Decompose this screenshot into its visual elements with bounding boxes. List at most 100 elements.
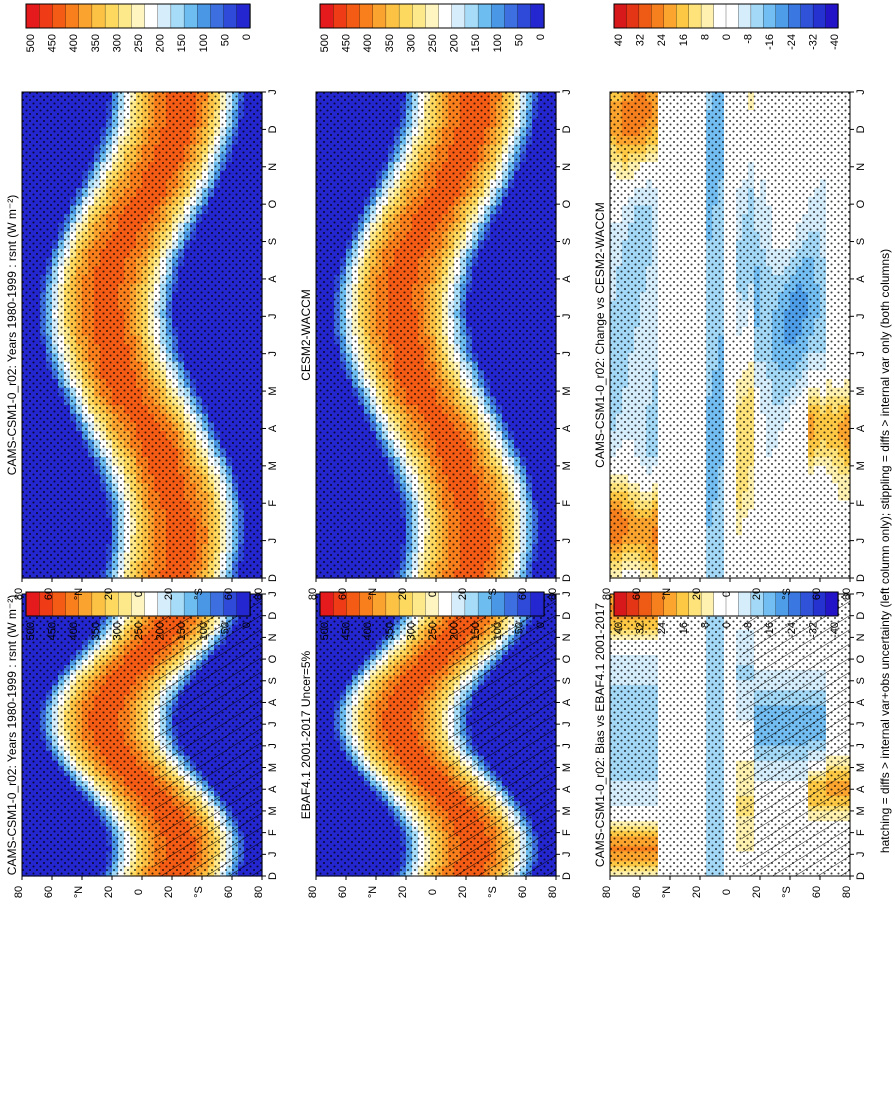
colorbar-swatch [197,3,212,29]
lat-tick-label: 60 [43,588,55,600]
month-tick-label: S [267,238,279,245]
colorbar-frame [25,591,251,617]
panel-title: CAMS-CSM1-0_r02: Years 1980-1999 : rsnt … [5,195,19,475]
month-tick-label: J [267,743,279,749]
colorbar-swatch [157,3,172,29]
colorbar-swatch [25,591,40,617]
colorbar-tick-label: 450 [47,622,59,640]
lat-tick-label: °N [73,588,85,600]
lat-tick-label: 80 [13,588,25,600]
colorbar-swatch [183,3,198,29]
colorbar-swatch [25,3,40,29]
month-tick-label: D [267,872,279,880]
colorbar-swatch [118,591,133,617]
colorbar-swatch [144,3,159,29]
month-tick-label: A [267,275,279,283]
lat-tick-label: 0 [133,889,145,895]
month-tick-label: O [267,654,279,663]
lat-tick-label: °S [193,588,205,600]
lat-tick-label: 60 [223,886,235,898]
month-tick-label: N [267,163,279,171]
month-tick-label: N [267,633,279,641]
month-tick-label: F [267,829,279,836]
colorbar-swatch [144,591,159,617]
colorbar-tick-label: 100 [198,34,210,52]
month-tick-label: A [267,698,279,706]
colorbar-swatch [39,3,54,29]
lat-tick-label: 80 [13,886,25,898]
lat-tick-label: 80 [253,588,265,600]
colorbar-tick-label: 0 [241,34,253,40]
month-tick-label: J [267,591,279,597]
lat-tick-label: 80 [253,886,265,898]
colorbar-tick-label: 0 [241,622,253,628]
colorbar-swatch [104,3,119,29]
colorbar-tick-label: 400 [68,622,80,640]
lat-tick-label: 60 [43,886,55,898]
colorbar-tick-label: 150 [176,34,188,52]
month-tick-label: J [267,721,279,727]
month-tick-label: M [267,461,279,470]
month-tick-label: O [267,199,279,208]
month-tick-label: J [267,538,279,544]
month-tick-label: J [267,852,279,858]
colorbar-tick-label: 500 [25,622,37,640]
colorbar-tick-label: 150 [176,622,188,640]
colorbar-tick-label: 300 [111,622,123,640]
month-tick-label: D [267,612,279,620]
colorbar-tick-label: 350 [90,34,102,52]
colorbar: 500 450 400 350 300 250 200 150 100 50 0 [25,591,253,640]
colorbar-swatch [78,3,93,29]
month-tick-label: M [267,386,279,395]
month-tick-label: A [267,785,279,793]
colorbar-tick-label: 100 [198,622,210,640]
colorbar-tick-label: 250 [133,622,145,640]
month-tick-label: J [267,89,279,95]
lat-tick-label: °S [193,886,205,898]
colorbar-swatch [118,3,133,29]
month-tick-label: S [267,677,279,684]
month-tick-label: J [267,351,279,357]
lat-tick-label: 0 [133,591,145,597]
colorbar-swatch [91,3,106,29]
month-tick-label: F [267,500,279,507]
colorbar: 500 450 400 350 300 250 200 150 100 50 0 [25,3,253,52]
colorbar-tick-label: 300 [111,34,123,52]
colorbar-swatch [170,3,185,29]
lat-tick-label: 20 [163,886,175,898]
lat-tick-label: 60 [223,588,235,600]
month-tick-label: D [267,574,279,582]
colorbar-tick-label: 350 [90,622,102,640]
colorbar-tick-label: 50 [219,622,231,634]
colorbar-tick-label: 400 [68,34,80,52]
colorbar-tick-label: 200 [155,622,167,640]
colorbar-swatch [223,3,238,29]
colorbar-swatch [65,3,80,29]
colorbar-tick-label: 200 [155,34,167,52]
month-tick-label: M [267,806,279,815]
month-tick-label: J [267,314,279,320]
lat-tick-label: 20 [103,588,115,600]
colorbar-tick-label: 450 [47,34,59,52]
colorbar-tick-label: 250 [133,34,145,52]
panel-title: CAMS-CSM1-0_r02: Years 1980-1999 : rsnt … [5,595,19,875]
colorbar-swatch [236,3,251,29]
lat-tick-label: 20 [103,886,115,898]
month-tick-label: M [267,763,279,772]
colorbar-swatch [131,3,146,29]
month-tick-label: D [267,125,279,133]
colorbar-swatch [236,591,251,617]
stippling-overlay [22,92,262,578]
colorbar-tick-label: 50 [219,34,231,46]
colorbar-frame [25,3,251,29]
colorbar-swatch [210,3,225,29]
hatching-overlay [154,594,262,876]
month-tick-label: A [267,424,279,432]
colorbar-tick-label: 500 [25,34,37,52]
colorbar-swatch [52,3,67,29]
lat-tick-label: 20 [163,588,175,600]
